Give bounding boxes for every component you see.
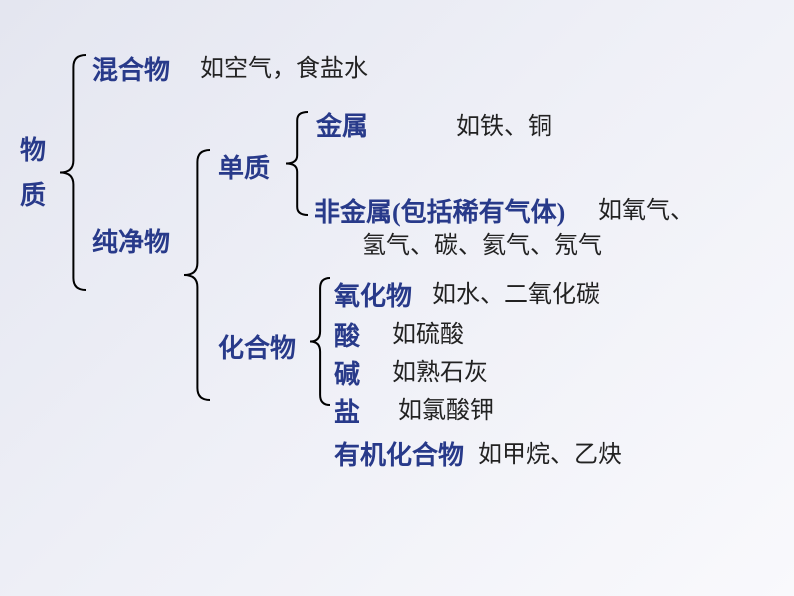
nonmetal-label: 非金属(包括稀有气体)	[314, 192, 565, 229]
salt-label: 盐	[334, 392, 360, 429]
acid-example: 如硫酸	[392, 314, 464, 349]
nonmetal-example-line2: 氢气、碳、氦气、氖气	[362, 225, 602, 260]
acid-label: 酸	[334, 316, 360, 353]
nonmetal-example-line1: 如氧气、	[598, 190, 694, 225]
organic-example: 如甲烷、乙炔	[478, 434, 622, 469]
base-example: 如熟石灰	[392, 352, 488, 387]
compound-label: 化合物	[218, 328, 296, 365]
root-label-top: 物	[20, 130, 46, 167]
metal-label: 金属	[316, 106, 368, 143]
salt-example: 如氯酸钾	[398, 390, 494, 425]
organic-label: 有机化合物	[334, 435, 464, 472]
pure-brace	[182, 150, 214, 404]
mixture-example: 如空气，食盐水	[200, 48, 368, 83]
oxide-label: 氧化物	[334, 276, 412, 313]
element-label: 单质	[218, 148, 270, 185]
metal-example: 如铁、铜	[456, 106, 552, 141]
root-brace	[58, 55, 90, 294]
mixture-label: 混合物	[92, 50, 170, 87]
compound-brace	[308, 278, 334, 409]
element-brace	[284, 112, 312, 219]
base-label: 碱	[334, 354, 360, 391]
pure-label: 纯净物	[92, 222, 170, 259]
oxide-example: 如水、二氧化碳	[432, 274, 600, 309]
root-label-bottom: 质	[20, 175, 46, 212]
